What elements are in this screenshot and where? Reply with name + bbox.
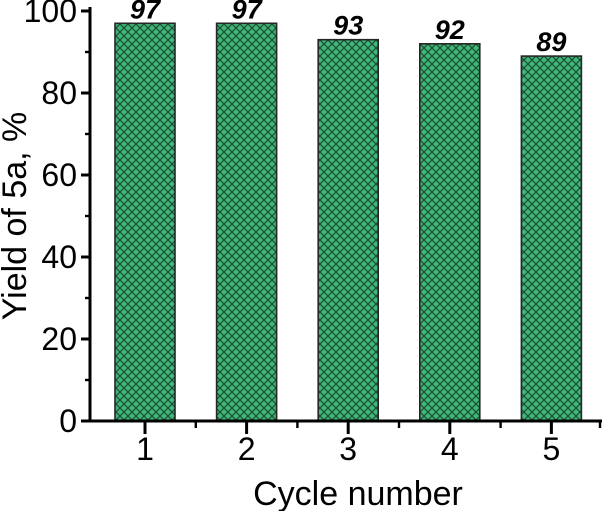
bar-value-label: 92: [435, 15, 465, 45]
y-tick-label: 60: [41, 157, 77, 193]
bars-group: 97 97 93 92 89: [114, 0, 583, 422]
x-tick-label: 2: [238, 431, 256, 467]
x-tick-label: 4: [441, 431, 459, 467]
bar-value-label: 89: [536, 27, 566, 57]
y-tick-label: 0: [59, 403, 77, 439]
bar-value-label: 97: [130, 0, 162, 24]
y-tick-label: 80: [41, 75, 77, 111]
bar-value-label: 97: [232, 0, 264, 24]
x-tick-label: 3: [339, 431, 357, 467]
axes-group: [81, 7, 602, 434]
bar-cycle-4: [418, 42, 481, 422]
y-axis-title: Yield of 5a, %: [0, 112, 34, 321]
x-tick-label: 5: [543, 431, 561, 467]
y-tick-label: 40: [41, 239, 77, 275]
y-tick-label: 100: [24, 0, 77, 29]
x-axis-title: Cycle number: [253, 475, 463, 511]
bar-value-label: 93: [333, 11, 363, 41]
y-tick-label: 20: [41, 321, 77, 357]
bar-cycle-5: [520, 55, 583, 422]
bar-cycle-3: [317, 38, 380, 422]
x-tick-label: 1: [136, 431, 154, 467]
bar-cycle-2: [215, 22, 278, 422]
bar-cycle-1: [114, 22, 176, 422]
